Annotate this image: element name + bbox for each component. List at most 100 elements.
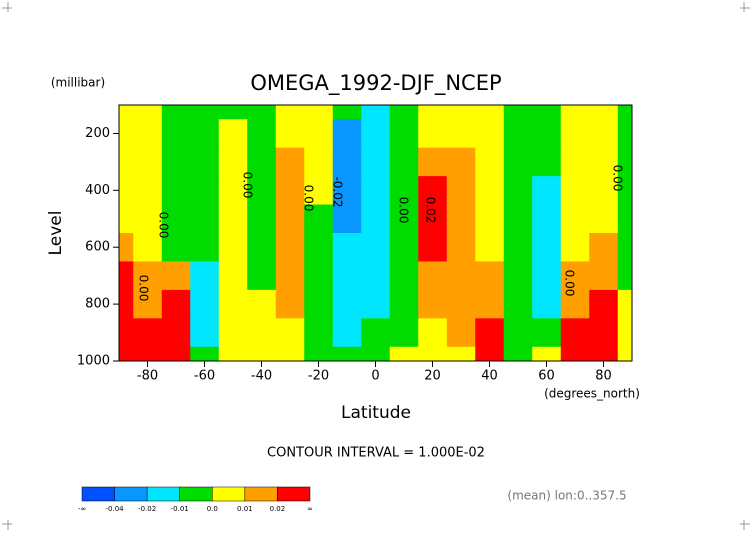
field-cell xyxy=(161,261,191,291)
field-cell xyxy=(389,233,419,262)
field-cell xyxy=(218,147,248,177)
field-cell xyxy=(247,289,277,319)
colorbar-box xyxy=(81,486,115,502)
field-cell xyxy=(161,147,191,177)
field-cell xyxy=(532,261,562,291)
x-tick-label: 0 xyxy=(371,369,379,384)
x-tick-label: 20 xyxy=(424,369,441,384)
field-cell xyxy=(589,318,619,348)
field-cell xyxy=(418,119,448,149)
contour-label: 0.00 xyxy=(302,185,316,212)
field-cell xyxy=(560,147,590,177)
x-tick-label: 60 xyxy=(538,369,555,384)
field-cell xyxy=(617,204,632,234)
colorbar-label: -0.04 xyxy=(106,505,125,513)
field-cell xyxy=(475,233,505,262)
field-cell xyxy=(119,318,134,348)
field-cell xyxy=(119,289,134,319)
field-cell xyxy=(418,147,448,177)
field-cell xyxy=(119,147,134,177)
field-cell xyxy=(275,204,305,234)
field-cell xyxy=(532,147,562,177)
field-cell xyxy=(446,233,476,262)
field-cell xyxy=(560,105,590,120)
field-cell xyxy=(503,233,533,262)
field-cell xyxy=(446,105,476,120)
field-cell xyxy=(133,346,163,361)
colorbar-box xyxy=(179,486,213,502)
field-cell xyxy=(218,318,248,348)
field-cell xyxy=(332,176,362,206)
field-cell xyxy=(589,105,619,120)
field-cell xyxy=(560,289,590,319)
field-cell xyxy=(446,176,476,206)
field-cell xyxy=(389,119,419,149)
field-cell xyxy=(617,318,632,348)
colorbar-box xyxy=(244,486,278,502)
x-tick-label: -80 xyxy=(137,369,158,384)
field-cell xyxy=(161,176,191,206)
field-cell xyxy=(361,176,391,206)
field-cell xyxy=(119,204,134,234)
field-cell xyxy=(361,289,391,319)
field-cell xyxy=(589,233,619,262)
field-cell xyxy=(133,261,163,291)
field-cell xyxy=(418,105,448,120)
field-cell xyxy=(304,176,334,206)
field-cell xyxy=(161,346,191,361)
field-cell xyxy=(119,346,134,361)
field-cell xyxy=(247,147,277,177)
field-cell xyxy=(418,176,448,206)
field-cell xyxy=(275,318,305,348)
field-cell xyxy=(332,318,362,348)
field-cell xyxy=(418,204,448,234)
field-cell xyxy=(617,261,632,291)
field-cell xyxy=(361,105,391,120)
field-cell xyxy=(119,233,134,262)
field-cell xyxy=(446,147,476,177)
field-cell xyxy=(475,261,505,291)
field-cell xyxy=(617,346,632,361)
field-cell xyxy=(617,147,632,177)
contour-interval: CONTOUR INTERVAL = 1.000E-02 xyxy=(267,446,485,461)
y-axis-label: Level xyxy=(46,211,66,256)
field-cell xyxy=(503,119,533,149)
field-cell xyxy=(475,289,505,319)
colorbar-box xyxy=(212,486,246,502)
colorbar-label: -0.02 xyxy=(138,505,156,513)
field-cell xyxy=(304,147,334,177)
field-cell xyxy=(133,289,163,319)
field-cell xyxy=(119,261,134,291)
field-cell xyxy=(218,176,248,206)
colorbar-label: -0.01 xyxy=(171,505,189,513)
field-cell xyxy=(275,105,305,120)
field-cell xyxy=(332,261,362,291)
field-cell xyxy=(361,147,391,177)
field-cell xyxy=(446,318,476,348)
field-cell xyxy=(361,233,391,262)
x-tick-label: 80 xyxy=(595,369,612,384)
corner-marks xyxy=(2,2,750,530)
field-cell xyxy=(532,176,562,206)
colorbar-label: 0.0 xyxy=(207,505,218,513)
contour-label: 0.00 xyxy=(611,165,625,192)
field-cell xyxy=(190,346,220,361)
y-unit: (millibar) xyxy=(51,76,105,90)
field-cell xyxy=(589,147,619,177)
x-unit: (degrees_north) xyxy=(544,387,640,401)
field-cell xyxy=(119,105,134,120)
field-cell xyxy=(247,105,277,120)
field-cell xyxy=(475,204,505,234)
field-cell xyxy=(218,261,248,291)
x-axis-label: Latitude xyxy=(341,403,411,423)
field-cell xyxy=(247,261,277,291)
field-cell xyxy=(532,233,562,262)
y-tick-label: 400 xyxy=(85,183,110,198)
field-cell xyxy=(361,346,391,361)
field-cell xyxy=(161,289,191,319)
colorbar-box xyxy=(146,486,180,502)
field-cell xyxy=(161,105,191,120)
field-cell xyxy=(275,176,305,206)
y-tick-label: 600 xyxy=(85,240,110,255)
field-cell xyxy=(418,346,448,361)
